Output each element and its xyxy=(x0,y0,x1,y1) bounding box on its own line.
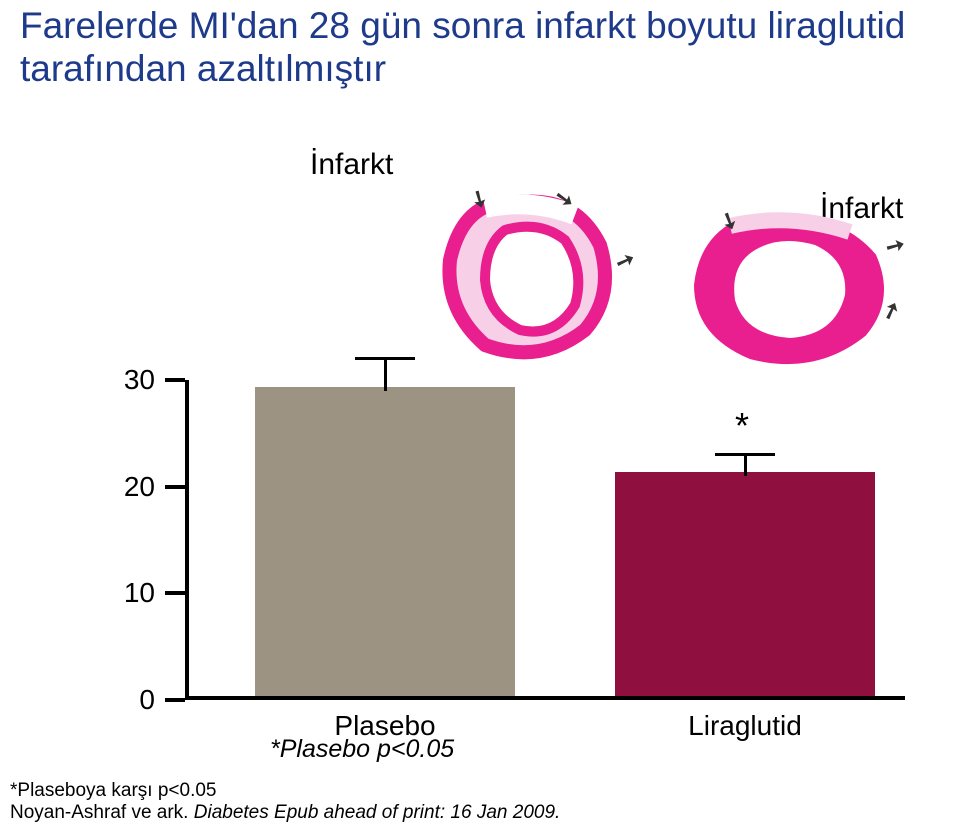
y-tick xyxy=(165,485,185,489)
y-axis-line xyxy=(185,380,189,700)
error-cap xyxy=(715,453,775,456)
y-tick-label: 20 xyxy=(95,471,155,503)
footnote-text: *Plaseboya karşı p<0.05 xyxy=(10,780,217,801)
y-tick xyxy=(165,378,185,382)
significance-star: * xyxy=(735,405,749,447)
x-label-liraglutid: Liraglutid xyxy=(615,710,875,742)
heart-section-liraglutide xyxy=(680,210,900,370)
error-bar xyxy=(384,359,387,391)
footnote-citation: Noyan-Ashraf ve ark. Diabetes Epub ahead… xyxy=(10,802,560,824)
footnote-plasebo-p: *Plasebo p<0.05 xyxy=(270,735,454,764)
y-tick-label: 10 xyxy=(95,577,155,609)
infarkt-bar-chart: İnfarkt (%) 0102030PlaseboLiraglutid* xyxy=(25,380,925,740)
citation-rest: Diabetes Epub ahead of print: 16 Jan 200… xyxy=(188,802,560,823)
heart-section-placebo xyxy=(430,190,630,360)
y-tick xyxy=(165,698,185,702)
arrow-icon: ➘ xyxy=(553,187,575,212)
infarkt-label-left: İnfarkt xyxy=(310,148,393,182)
y-tick xyxy=(165,591,185,595)
bar-liraglutid xyxy=(615,472,875,696)
y-tick-label: 0 xyxy=(95,684,155,716)
chart-plot-area: 0102030PlaseboLiraglutid* xyxy=(185,380,905,700)
y-tick-label: 30 xyxy=(95,364,155,396)
bar-plasebo xyxy=(255,387,515,696)
citation-author: Noyan-Ashraf ve ark. xyxy=(10,802,188,823)
error-bar xyxy=(744,455,747,476)
x-axis-line xyxy=(185,696,905,700)
footnote-vs-placebo: *Plaseboya karşı p<0.05 xyxy=(10,780,217,802)
error-cap xyxy=(355,357,415,360)
slide-title: Farelerde MI'dan 28 gün sonra infarkt bo… xyxy=(0,0,960,90)
